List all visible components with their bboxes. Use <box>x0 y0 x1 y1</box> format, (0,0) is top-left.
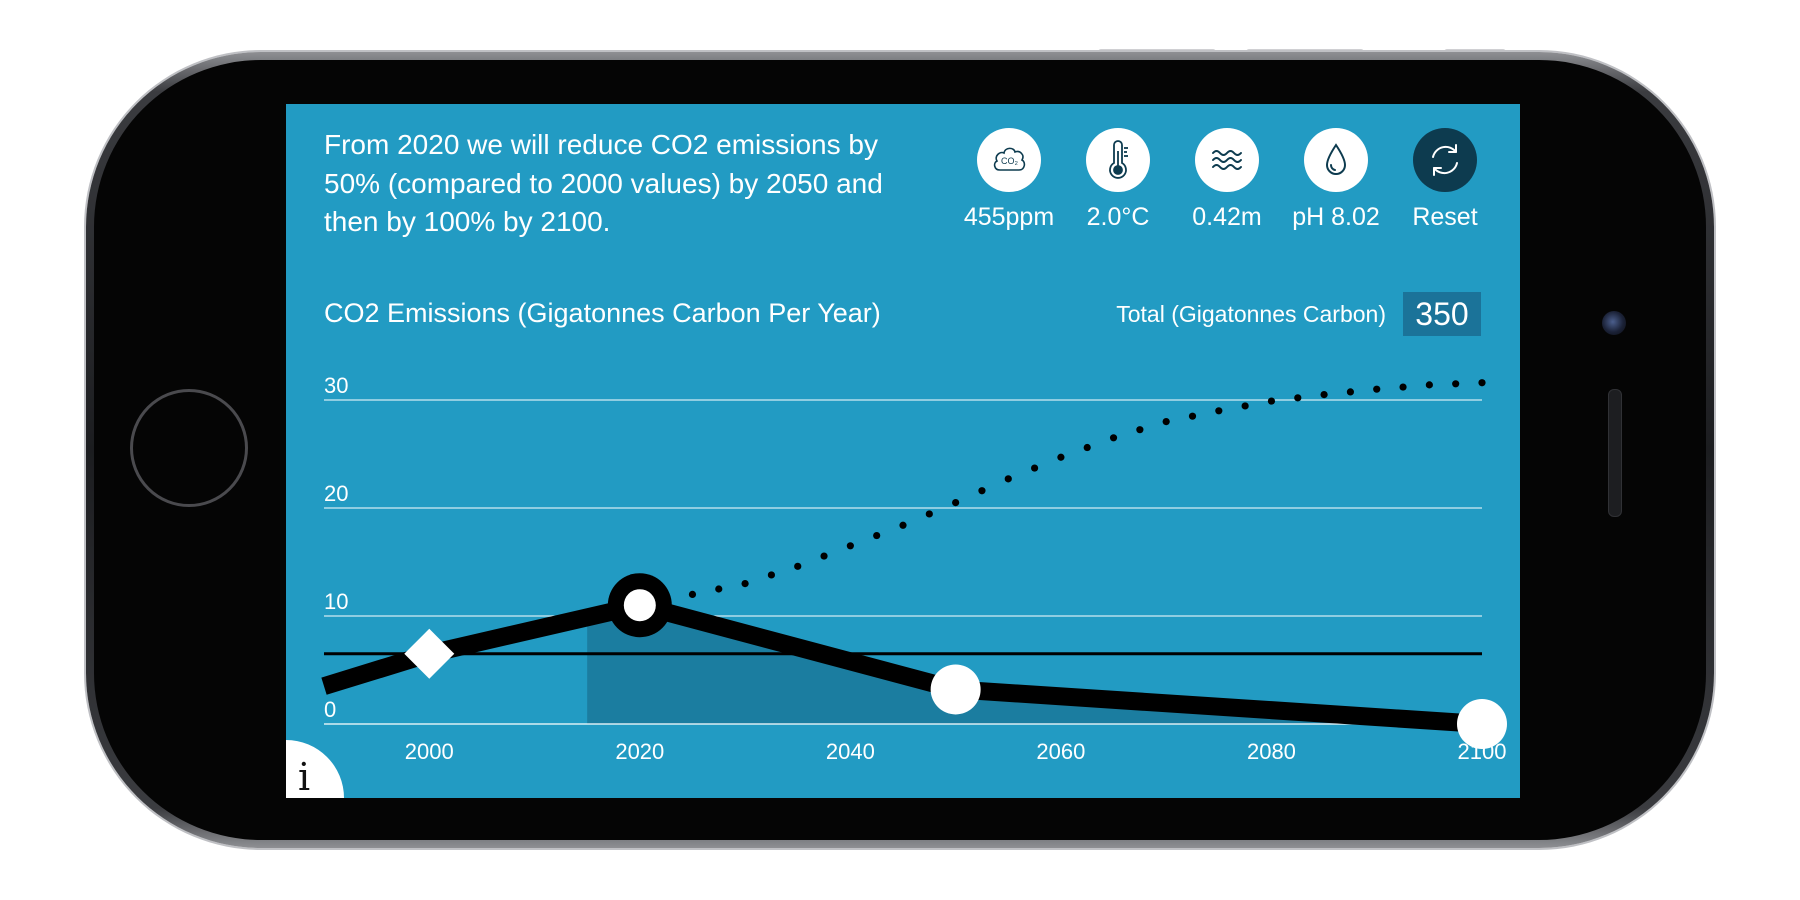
y-tick-label: 20 <box>324 481 348 506</box>
projection-dot <box>1399 383 1407 391</box>
marker-diamond <box>404 628 455 679</box>
projection-dot <box>1294 394 1302 402</box>
thermometer-icon <box>1086 128 1150 192</box>
y-tick-label: 10 <box>324 589 348 614</box>
projection-dot <box>925 510 933 518</box>
home-button[interactable] <box>130 389 248 507</box>
projection-dot <box>1320 391 1328 399</box>
projection-dot <box>899 521 907 529</box>
projection-dot <box>1109 434 1118 442</box>
scenario-description: From 2020 we will reduce CO2 emissions b… <box>324 129 883 237</box>
x-tick-label: 2000 <box>405 739 454 764</box>
x-tick-label: 2060 <box>1036 739 1085 764</box>
x-tick-label: 2020 <box>615 739 664 764</box>
front-camera <box>1602 311 1626 335</box>
temperature-indicator-label: 2.0°C <box>1086 203 1150 231</box>
reset-icon <box>1413 128 1477 192</box>
x-tick-label: 2080 <box>1247 739 1296 764</box>
projection-dot <box>715 585 723 593</box>
emissions-area <box>587 605 1482 724</box>
co2-indicator[interactable]: CO₂ 455ppm <box>950 128 1068 232</box>
y-tick-label: 0 <box>324 697 336 722</box>
svg-text:CO₂: CO₂ <box>1001 156 1019 166</box>
temperature-indicator[interactable]: 2.0°C <box>1059 128 1177 232</box>
projection-dot <box>1030 464 1039 472</box>
projection-dot <box>1188 412 1197 420</box>
waves-icon <box>1195 128 1259 192</box>
info-icon: i <box>298 755 311 798</box>
projection-dot <box>1452 380 1460 388</box>
projection-dot <box>1267 397 1276 405</box>
sea-level-indicator[interactable]: 0.42m <box>1168 128 1286 232</box>
x-tick-label: 2040 <box>826 739 875 764</box>
projection-dot <box>1241 402 1249 410</box>
reset-button[interactable]: Reset <box>1386 128 1504 232</box>
projection-dot <box>846 542 854 550</box>
marker-circle <box>930 664 981 715</box>
projection-dot <box>767 571 776 579</box>
projection-dot <box>978 487 986 495</box>
app-screen: From 2020 we will reduce CO2 emissions b… <box>286 104 1520 798</box>
marker-circle <box>1457 699 1507 749</box>
projection-dot <box>1346 388 1355 396</box>
total-label: Total (Gigatonnes Carbon) <box>1116 301 1386 327</box>
co2-cloud-icon: CO₂ <box>977 128 1041 192</box>
projection-dot <box>1425 381 1433 389</box>
projection-dot <box>1373 385 1381 393</box>
projection-dot <box>1136 426 1144 434</box>
co2-indicator-label: 455ppm <box>963 203 1055 231</box>
chart-title: CO2 Emissions (Gigatonnes Carbon Per Yea… <box>324 298 881 328</box>
total-value: 350 <box>1403 292 1481 336</box>
reset-label: Reset <box>1412 203 1478 231</box>
earpiece-speaker <box>1608 389 1622 517</box>
water-drop-icon <box>1304 128 1368 192</box>
projection-dot <box>688 590 697 598</box>
y-tick-label: 30 <box>324 373 348 398</box>
projection-dot <box>741 580 749 588</box>
projection-dot <box>820 552 828 560</box>
sea-level-indicator-label: 0.42m <box>1192 203 1262 231</box>
projection-dot <box>1162 418 1170 426</box>
ph-indicator-label: pH 8.02 <box>1292 203 1380 231</box>
projection-dot <box>1215 407 1223 415</box>
projection-dot <box>1083 443 1091 452</box>
projection-dot <box>952 499 960 507</box>
projection-dot <box>873 531 881 540</box>
projection-dot <box>1004 475 1012 483</box>
projection-dot <box>794 562 802 570</box>
projection-dot <box>1057 453 1065 461</box>
projection-dot <box>1478 379 1486 387</box>
ph-indicator[interactable]: pH 8.02 <box>1277 128 1395 232</box>
marker-ring-center <box>623 589 656 622</box>
